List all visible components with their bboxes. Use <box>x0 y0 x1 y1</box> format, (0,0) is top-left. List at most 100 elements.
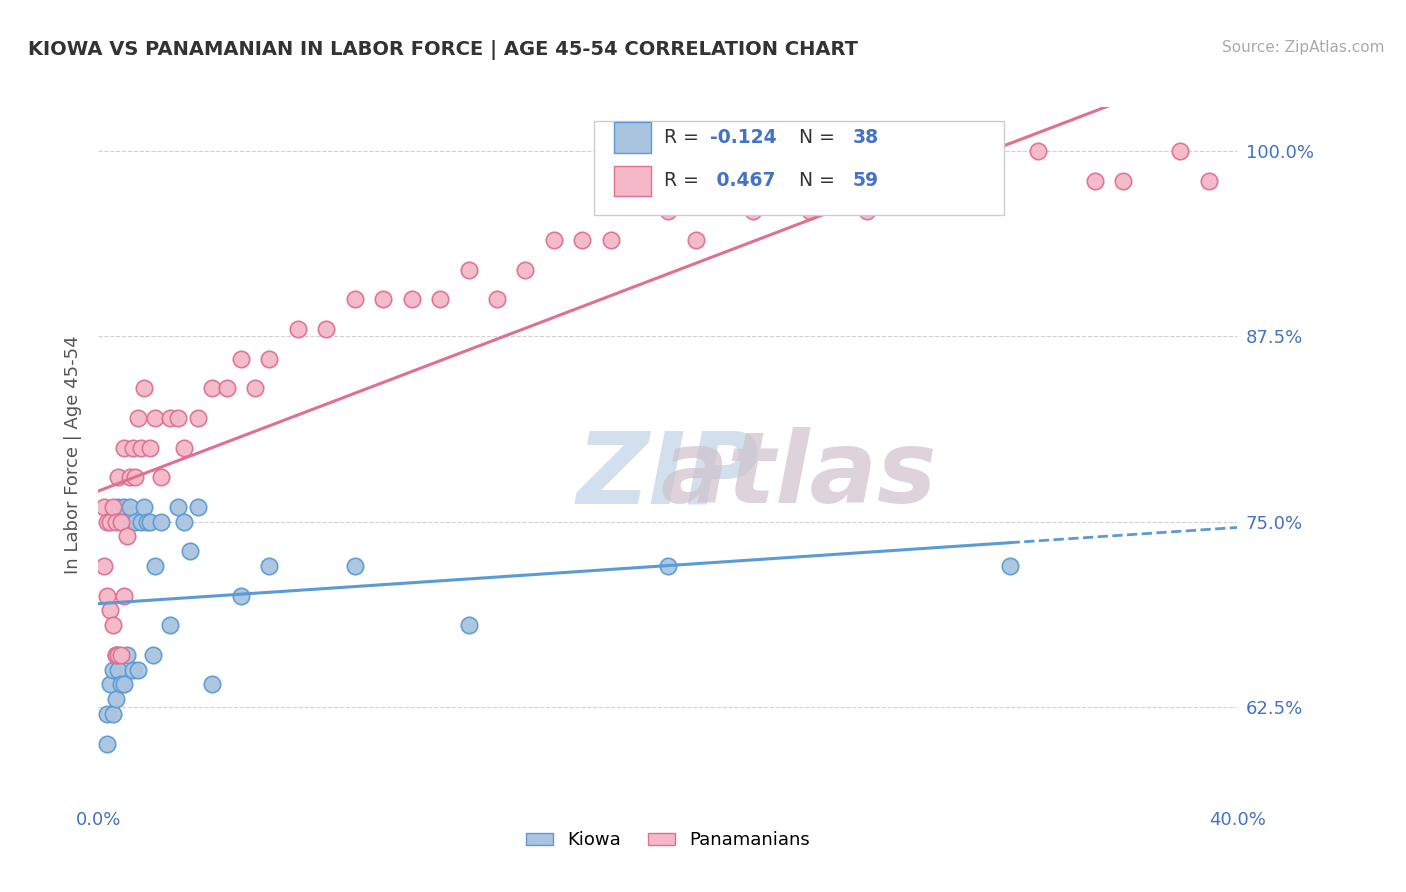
Point <box>93 558 115 573</box>
Point <box>1026 145 1049 159</box>
Point <box>657 203 679 218</box>
Point <box>799 203 821 218</box>
Point <box>600 233 623 247</box>
Point <box>457 263 479 277</box>
Point <box>118 470 141 484</box>
Point <box>657 558 679 573</box>
Point <box>138 441 160 455</box>
Point <box>486 293 509 307</box>
Point <box>998 558 1021 573</box>
Point <box>229 351 252 366</box>
Text: ZIP: ZIP <box>576 427 759 524</box>
Point <box>1198 174 1220 188</box>
Point <box>127 663 149 677</box>
Point <box>187 411 209 425</box>
Point <box>135 515 157 529</box>
Point <box>429 293 451 307</box>
Point <box>96 737 118 751</box>
Point <box>110 515 132 529</box>
Point <box>104 648 127 662</box>
Point <box>115 648 138 662</box>
Point <box>343 293 366 307</box>
Point <box>167 411 190 425</box>
Point <box>1112 174 1135 188</box>
Point <box>159 618 181 632</box>
Y-axis label: In Labor Force | Age 45-54: In Labor Force | Age 45-54 <box>65 335 83 574</box>
Point <box>145 558 167 573</box>
Point <box>742 203 765 218</box>
Point <box>685 233 707 247</box>
Point <box>118 500 141 514</box>
Point <box>401 293 423 307</box>
Point <box>543 233 565 247</box>
Point <box>127 411 149 425</box>
Point <box>121 441 143 455</box>
Point <box>515 263 537 277</box>
Point <box>132 381 155 395</box>
Point <box>112 589 135 603</box>
Point <box>112 500 135 514</box>
FancyBboxPatch shape <box>593 121 1004 215</box>
Point <box>104 648 127 662</box>
Text: 0.467: 0.467 <box>710 171 776 190</box>
Point <box>107 470 129 484</box>
Point <box>201 381 224 395</box>
Point <box>132 500 155 514</box>
Point <box>115 529 138 543</box>
Text: R =: R = <box>665 171 706 190</box>
Point <box>96 515 118 529</box>
Point <box>112 677 135 691</box>
Point <box>343 558 366 573</box>
Point <box>457 618 479 632</box>
Point <box>110 677 132 691</box>
Point <box>112 441 135 455</box>
Point <box>201 677 224 691</box>
Point <box>141 648 163 662</box>
Point <box>96 706 118 721</box>
Point <box>121 663 143 677</box>
Point <box>243 381 266 395</box>
Point <box>215 381 238 395</box>
Point <box>173 441 195 455</box>
Point <box>98 603 121 617</box>
Text: 59: 59 <box>852 171 879 190</box>
Point <box>124 515 146 529</box>
Text: KIOWA VS PANAMANIAN IN LABOR FORCE | AGE 45-54 CORRELATION CHART: KIOWA VS PANAMANIAN IN LABOR FORCE | AGE… <box>28 40 858 60</box>
Point <box>259 558 281 573</box>
Point <box>110 648 132 662</box>
Point <box>1170 145 1192 159</box>
Text: atlas: atlas <box>661 427 936 524</box>
Point <box>912 174 935 188</box>
Point <box>187 500 209 514</box>
Point <box>856 203 879 218</box>
Point <box>101 663 124 677</box>
Point <box>93 500 115 514</box>
Point <box>229 589 252 603</box>
Point <box>287 322 309 336</box>
Legend: Kiowa, Panamanians: Kiowa, Panamanians <box>519 824 817 856</box>
Point <box>107 663 129 677</box>
Point <box>129 441 152 455</box>
Point <box>107 500 129 514</box>
Point <box>104 515 127 529</box>
Point <box>138 515 160 529</box>
Point <box>104 692 127 706</box>
Point <box>115 515 138 529</box>
Point <box>101 500 124 514</box>
Point <box>110 515 132 529</box>
Text: Source: ZipAtlas.com: Source: ZipAtlas.com <box>1222 40 1385 55</box>
Bar <box>614 166 651 195</box>
Text: N =: N = <box>787 171 841 190</box>
Point <box>259 351 281 366</box>
Point <box>101 618 124 632</box>
Text: N =: N = <box>787 128 841 147</box>
Point <box>970 174 993 188</box>
Point <box>101 706 124 721</box>
Point <box>315 322 337 336</box>
Point <box>167 500 190 514</box>
Point <box>98 515 121 529</box>
Point <box>96 589 118 603</box>
Point <box>571 233 593 247</box>
Point <box>150 470 173 484</box>
Point <box>107 648 129 662</box>
